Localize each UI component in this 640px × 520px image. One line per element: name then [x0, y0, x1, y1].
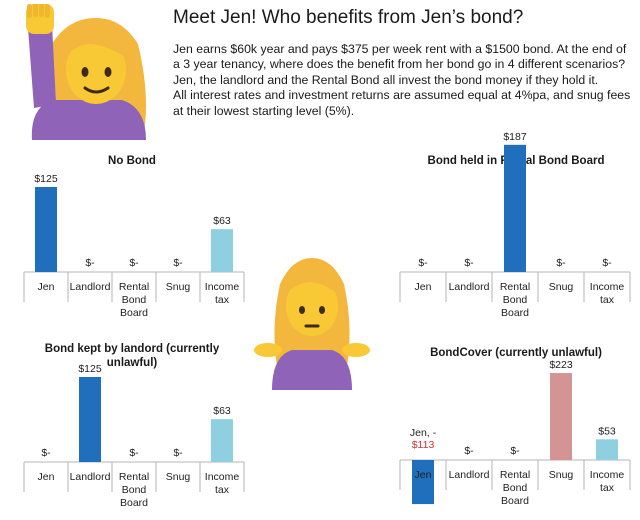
category-label: Snug	[549, 469, 574, 481]
data-label: $-	[129, 447, 139, 459]
data-label: $63	[213, 405, 231, 417]
bar	[596, 439, 618, 460]
data-label: $-	[418, 257, 428, 269]
chart-bondcover: BondCover (currently unlawful) Jen, -$113…	[399, 347, 631, 507]
category-label: Landlord	[70, 281, 111, 293]
bar	[79, 377, 101, 462]
category-label: Income tax	[590, 469, 625, 494]
bar	[211, 229, 233, 272]
data-label: $-	[41, 447, 51, 459]
category-label: Landlord	[70, 471, 111, 483]
category-label: Jen	[38, 471, 55, 483]
chart-bond-kept-by-landlord: Bond kept by landord (currently unlawful)…	[23, 343, 245, 509]
category-label: Snug	[549, 281, 574, 293]
data-label: $53	[598, 425, 616, 437]
category-label: Jen	[415, 281, 432, 293]
category-label: Landlord	[449, 469, 490, 481]
data-label: $-	[129, 257, 139, 269]
data-label: $125	[34, 173, 58, 185]
woman-raising-hand-emoji	[26, 4, 147, 140]
category-label: Jen	[415, 469, 432, 481]
bar	[211, 419, 233, 462]
bar	[550, 373, 572, 460]
data-label: $-	[464, 257, 474, 269]
data-label: $-	[464, 445, 474, 457]
bar	[412, 460, 434, 505]
chart-no-bond: No Bond $125 Jen $- Landlord $- Rental Bond Boar…	[23, 155, 245, 319]
chart-title: Bond kept by landord (currently unlawful)	[45, 343, 220, 369]
chart-rental-bond-board: Bond held in Rental Bond Board$-Jen$-Lan…	[399, 131, 631, 319]
category-label: Rental Bond Board	[119, 281, 149, 319]
category-label: Rental Bond Board	[500, 281, 530, 319]
category-label: Landlord	[449, 281, 490, 293]
chart-title: BondCover (currently unlawful)	[430, 347, 602, 359]
page-title: Meet Jen! Who benefits from Jen’s bond?	[173, 7, 524, 28]
category-label: Snug	[166, 471, 191, 483]
category-label: Rental Bond Board	[500, 469, 530, 507]
data-label: $125	[78, 363, 102, 375]
data-label: $63	[213, 215, 231, 227]
data-label: $-	[510, 445, 520, 457]
category-label: Income tax	[205, 281, 240, 306]
woman-shrugging-emoji	[254, 258, 370, 390]
data-label: $-	[173, 257, 183, 269]
category-label: Rental Bond Board	[119, 471, 149, 509]
data-label: $-	[173, 447, 183, 459]
category-label: Income tax	[590, 281, 625, 306]
bar	[504, 144, 526, 272]
category-label: Jen	[38, 281, 55, 293]
bar	[35, 187, 57, 272]
description-paragraph-1: Jen earns $60k year and pays $375 per we…	[173, 42, 627, 87]
chart-title: No Bond	[108, 155, 156, 167]
category-label: Snug	[166, 281, 191, 293]
data-label: $-	[556, 257, 566, 269]
description-paragraph-2: All interest rates and investment return…	[173, 88, 631, 118]
scenario-description: Jen earns $60k year and pays $375 per we…	[173, 42, 631, 119]
data-label: $187	[503, 131, 527, 143]
data-label: $-	[602, 257, 612, 269]
category-label: Income tax	[205, 471, 240, 496]
data-label: $-	[85, 257, 95, 269]
data-label: Jen, -$113	[410, 427, 437, 451]
data-label: $223	[549, 359, 573, 371]
